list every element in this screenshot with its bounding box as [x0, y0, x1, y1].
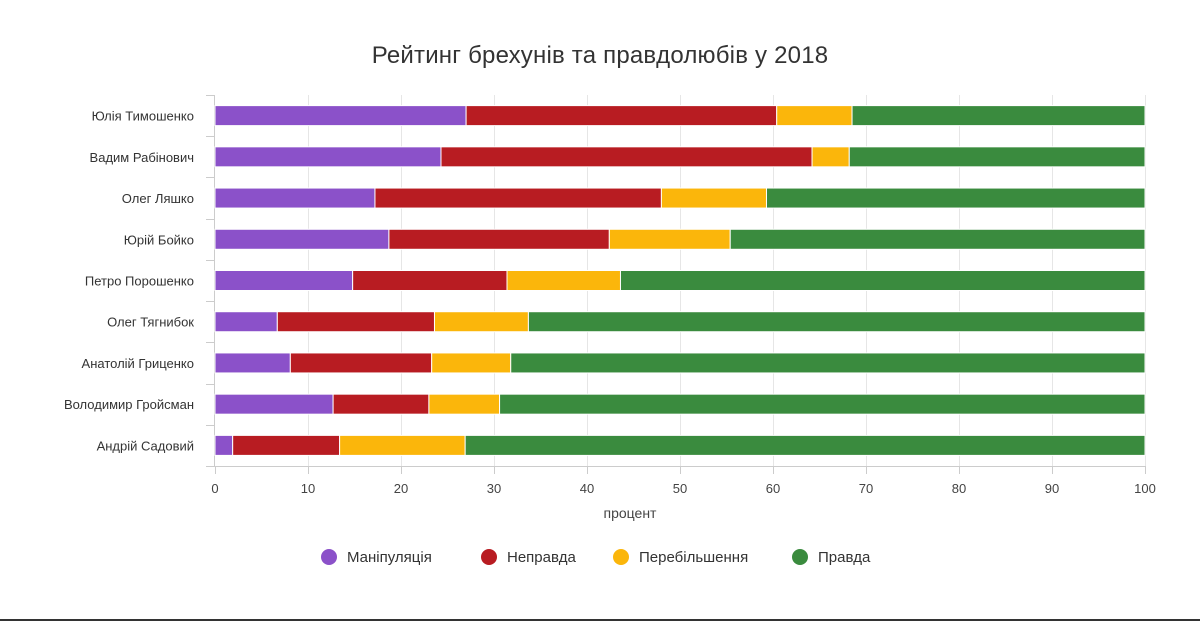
legend-swatch-untruth: [481, 549, 497, 565]
bar-segment-manipulation[interactable]: [214, 352, 291, 374]
y-category-label: Володимир Гройсман: [64, 397, 194, 412]
x-tick-label: 30: [487, 481, 501, 496]
bar-segment-untruth[interactable]: [388, 228, 610, 250]
legend-label-truth: Правда: [818, 548, 871, 566]
bar-segment-exaggeration[interactable]: [431, 352, 512, 374]
bar-segment-exaggeration[interactable]: [608, 228, 731, 250]
bar-segment-untruth[interactable]: [465, 105, 778, 127]
x-tick-label: 90: [1045, 481, 1059, 496]
bar-segment-exaggeration[interactable]: [339, 434, 466, 456]
legend-item-exaggeration[interactable]: Перебільшення: [613, 545, 748, 569]
legend-swatch-truth: [792, 549, 808, 565]
legend-label-untruth: Неправда: [507, 548, 576, 566]
bar-segment-manipulation[interactable]: [214, 146, 442, 168]
legend-item-manipulation[interactable]: Маніпуляція: [321, 545, 432, 569]
legend-swatch-manipulation: [321, 549, 337, 565]
legend-item-truth[interactable]: Правда: [792, 545, 870, 569]
legend-item-untruth[interactable]: Неправда: [481, 545, 576, 569]
y-category-label: Андрій Садовий: [97, 438, 194, 453]
bar-segment-untruth[interactable]: [440, 146, 813, 168]
y-category-label: Олег Ляшко: [122, 191, 194, 206]
bar-segment-manipulation[interactable]: [214, 393, 334, 415]
x-tick-label: 0: [211, 481, 218, 496]
bar-segment-exaggeration[interactable]: [506, 270, 621, 291]
y-category-label: Вадим Рабінович: [90, 150, 194, 165]
bar-segment-manipulation[interactable]: [214, 434, 234, 456]
bar-segment-untruth[interactable]: [276, 311, 435, 333]
bar-segment-truth[interactable]: [729, 228, 1146, 250]
axis-labels: 0 10 20 30 40 50 60 70 80 90 100 Юлія Тимошенко Вади…: [64, 109, 1156, 496]
bar-segment-truth[interactable]: [510, 352, 1146, 374]
y-category-label: Олег Тягнибок: [107, 315, 194, 330]
y-category-label: Юрій Бойко: [124, 232, 194, 247]
bottom-divider: [0, 619, 1200, 621]
y-category-label: Юлія Тимошенко: [92, 109, 194, 124]
bar-segment-untruth[interactable]: [289, 352, 433, 374]
bar-segment-manipulation[interactable]: [214, 187, 376, 209]
x-tick-label: 100: [1134, 481, 1156, 496]
bars: [214, 105, 1146, 456]
bar-segment-truth[interactable]: [851, 105, 1146, 127]
bar-segment-truth[interactable]: [848, 146, 1146, 168]
x-tick-label: 70: [859, 481, 873, 496]
x-tick-label: 10: [301, 481, 315, 496]
x-tick-label: 40: [580, 481, 594, 496]
x-axis-title: процент: [603, 505, 657, 521]
bar-segment-untruth[interactable]: [374, 187, 662, 209]
bar-segment-manipulation[interactable]: [214, 311, 278, 333]
bar-segment-truth[interactable]: [765, 187, 1146, 209]
bar-segment-truth[interactable]: [619, 270, 1146, 291]
bar-segment-exaggeration[interactable]: [428, 393, 501, 415]
bar-segment-untruth[interactable]: [232, 434, 341, 456]
x-tick-label: 50: [673, 481, 687, 496]
legend-label-exaggeration: Перебільшення: [639, 548, 749, 566]
bar-segment-truth[interactable]: [499, 393, 1146, 415]
bar-segment-exaggeration[interactable]: [811, 146, 850, 168]
legend: Маніпуляція Неправда Перебільшення Правд…: [0, 545, 1200, 569]
bar-segment-exaggeration[interactable]: [433, 311, 529, 333]
chart-title: Рейтинг брехунів та правдолюбів у 2018: [371, 42, 829, 69]
legend-swatch-exaggeration: [613, 549, 629, 565]
bar-segment-untruth[interactable]: [332, 393, 430, 415]
bar-segment-exaggeration[interactable]: [776, 105, 853, 127]
bar-segment-untruth[interactable]: [352, 270, 508, 291]
x-tick-label: 60: [766, 481, 780, 496]
legend-label-manipulation: Маніпуляція: [347, 548, 432, 566]
y-category-label: Петро Порошенко: [85, 274, 194, 289]
bar-segment-truth[interactable]: [527, 311, 1146, 333]
bar-segment-manipulation[interactable]: [214, 105, 467, 127]
bar-segment-manipulation[interactable]: [214, 270, 354, 291]
x-tick-label: 20: [394, 481, 408, 496]
y-category-label: Анатолій Гриценко: [82, 356, 194, 371]
x-tick-label: 80: [952, 481, 966, 496]
bar-segment-truth[interactable]: [464, 434, 1146, 456]
bar-segment-exaggeration[interactable]: [660, 187, 767, 209]
bar-segment-manipulation[interactable]: [214, 228, 390, 250]
